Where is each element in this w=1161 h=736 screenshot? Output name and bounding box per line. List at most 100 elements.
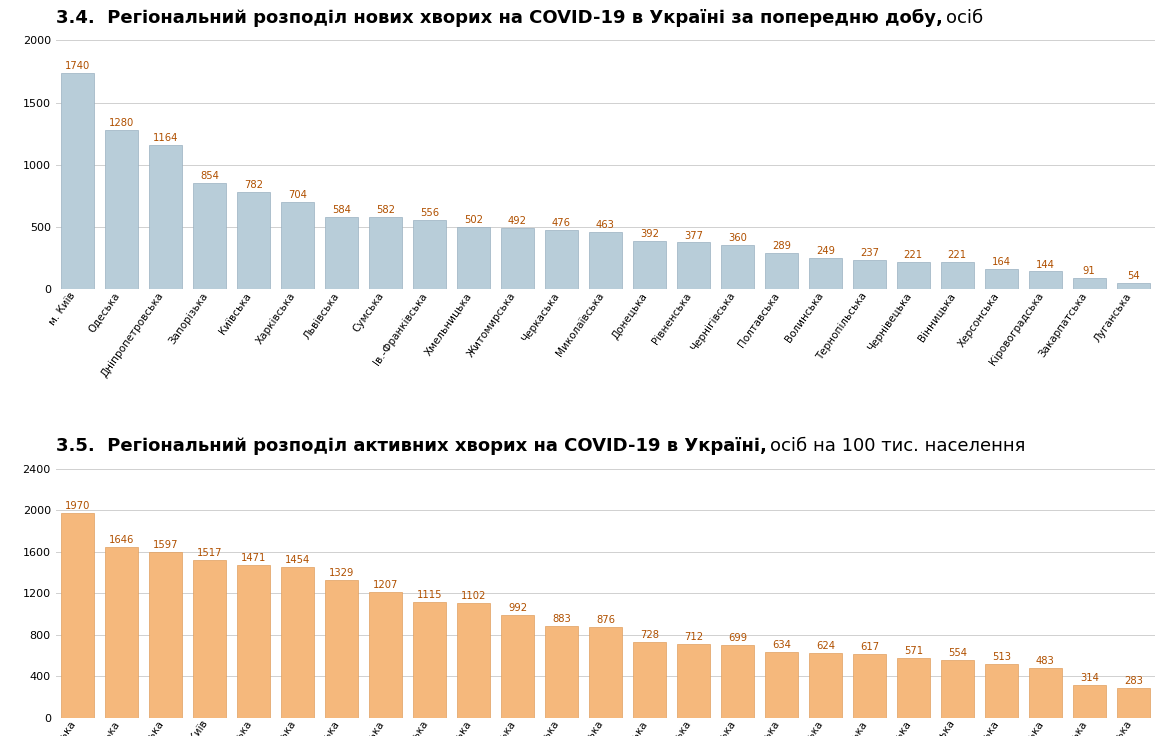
Bar bbox=[1073, 278, 1105, 289]
Text: 1280: 1280 bbox=[109, 118, 135, 128]
Bar bbox=[281, 202, 315, 289]
Bar bbox=[853, 654, 886, 718]
Bar bbox=[940, 262, 974, 289]
Text: 164: 164 bbox=[991, 257, 1011, 267]
Text: 502: 502 bbox=[464, 215, 483, 225]
Text: 283: 283 bbox=[1124, 676, 1142, 686]
Bar bbox=[633, 642, 666, 718]
Bar bbox=[940, 660, 974, 718]
Bar bbox=[369, 592, 402, 718]
Text: 483: 483 bbox=[1036, 656, 1054, 665]
Bar bbox=[677, 242, 709, 289]
Bar bbox=[106, 130, 138, 289]
Text: 699: 699 bbox=[728, 633, 747, 643]
Bar bbox=[985, 269, 1018, 289]
Text: 876: 876 bbox=[596, 615, 615, 625]
Text: 704: 704 bbox=[288, 190, 307, 199]
Bar bbox=[193, 183, 226, 289]
Bar bbox=[589, 232, 622, 289]
Bar bbox=[149, 144, 182, 289]
Text: 492: 492 bbox=[509, 216, 527, 226]
Text: 782: 782 bbox=[244, 180, 264, 190]
Text: 1970: 1970 bbox=[65, 501, 91, 512]
Text: 1454: 1454 bbox=[284, 555, 310, 565]
Bar bbox=[721, 645, 753, 718]
Text: 634: 634 bbox=[772, 640, 791, 650]
Text: 556: 556 bbox=[420, 208, 439, 219]
Bar bbox=[896, 659, 930, 718]
Text: осіб на 100 тис. населення: осіб на 100 тис. населення bbox=[770, 437, 1025, 456]
Text: 476: 476 bbox=[551, 218, 571, 228]
Text: 1597: 1597 bbox=[153, 540, 179, 550]
Bar bbox=[457, 604, 490, 718]
Bar bbox=[62, 73, 94, 289]
Text: 289: 289 bbox=[772, 241, 791, 252]
Text: 554: 554 bbox=[947, 648, 967, 658]
Bar bbox=[325, 216, 358, 289]
Bar bbox=[237, 192, 271, 289]
Text: 584: 584 bbox=[332, 205, 351, 215]
Text: 617: 617 bbox=[860, 642, 879, 651]
Bar bbox=[853, 260, 886, 289]
Bar bbox=[1117, 688, 1149, 718]
Text: 377: 377 bbox=[684, 230, 702, 241]
Text: 571: 571 bbox=[903, 646, 923, 657]
Bar bbox=[589, 627, 622, 718]
Text: 1740: 1740 bbox=[65, 61, 91, 71]
Text: 854: 854 bbox=[200, 171, 219, 181]
Bar bbox=[809, 258, 842, 289]
Text: 992: 992 bbox=[509, 603, 527, 612]
Text: 1646: 1646 bbox=[109, 535, 135, 545]
Text: 91: 91 bbox=[1083, 266, 1096, 276]
Bar bbox=[62, 513, 94, 718]
Bar bbox=[721, 244, 753, 289]
Bar bbox=[237, 565, 271, 718]
Text: 1329: 1329 bbox=[329, 567, 354, 578]
Text: осіб: осіб bbox=[946, 10, 983, 27]
Text: 1164: 1164 bbox=[153, 132, 179, 143]
Bar bbox=[457, 227, 490, 289]
Bar bbox=[502, 615, 534, 718]
Text: 1207: 1207 bbox=[373, 581, 398, 590]
Text: 513: 513 bbox=[991, 652, 1011, 662]
Text: 1517: 1517 bbox=[197, 548, 223, 559]
Text: 237: 237 bbox=[860, 248, 879, 258]
Text: 624: 624 bbox=[816, 641, 835, 651]
Text: 1115: 1115 bbox=[417, 590, 442, 600]
Text: 463: 463 bbox=[596, 220, 615, 230]
Bar bbox=[149, 552, 182, 718]
Bar bbox=[1029, 272, 1062, 289]
Text: 221: 221 bbox=[903, 250, 923, 260]
Bar bbox=[369, 217, 402, 289]
Text: 728: 728 bbox=[640, 630, 659, 640]
Text: 3.5.  Регіональний розподіл активних хворих на COVID-19 в Україні,: 3.5. Регіональний розподіл активних хвор… bbox=[56, 437, 766, 456]
Bar bbox=[545, 626, 578, 718]
Text: 249: 249 bbox=[816, 247, 835, 256]
Bar bbox=[545, 230, 578, 289]
Bar bbox=[1117, 283, 1149, 289]
Text: 3.4.  Регіональний розподіл нових хворих на COVID-19 в Україні за попередню добу: 3.4. Регіональний розподіл нових хворих … bbox=[56, 9, 943, 27]
Text: 1102: 1102 bbox=[461, 591, 486, 601]
Text: 221: 221 bbox=[947, 250, 967, 260]
Bar bbox=[765, 253, 798, 289]
Text: 360: 360 bbox=[728, 233, 747, 243]
Bar bbox=[809, 653, 842, 718]
Bar bbox=[502, 228, 534, 289]
Text: 144: 144 bbox=[1036, 260, 1054, 269]
Text: 1471: 1471 bbox=[241, 553, 266, 563]
Text: 883: 883 bbox=[553, 614, 571, 624]
Bar bbox=[765, 652, 798, 718]
Bar bbox=[106, 547, 138, 718]
Bar bbox=[896, 262, 930, 289]
Text: 712: 712 bbox=[684, 631, 702, 642]
Bar bbox=[413, 602, 446, 718]
Bar bbox=[281, 567, 315, 718]
Bar bbox=[677, 644, 709, 718]
Bar bbox=[325, 580, 358, 718]
Bar bbox=[413, 220, 446, 289]
Text: 54: 54 bbox=[1127, 271, 1139, 280]
Text: 314: 314 bbox=[1080, 673, 1098, 683]
Bar bbox=[1073, 685, 1105, 718]
Bar bbox=[1029, 668, 1062, 718]
Bar bbox=[985, 665, 1018, 718]
